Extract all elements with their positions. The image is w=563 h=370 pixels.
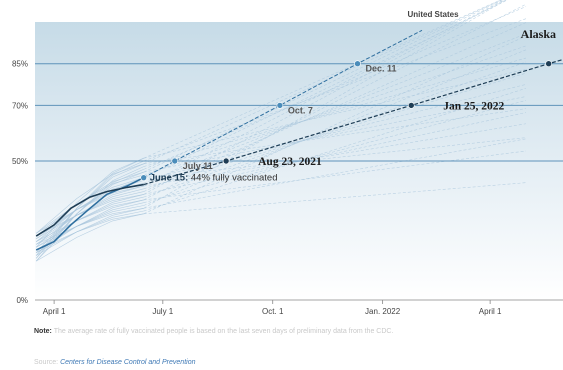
state-line [36,208,144,245]
state-projection-line [143,112,527,195]
state-projection-line [143,72,527,190]
source-label: Source: [34,359,59,366]
alaska-series-label: Alaska [521,27,556,41]
state-projection-line [143,0,508,178]
state-projection-line [143,49,527,206]
state-projection-line [143,61,527,198]
us-actual-line [35,176,145,251]
state-line [36,191,144,240]
alaska-milestone-point [222,157,230,165]
x-tick-label: Oct. 1 [262,307,284,316]
state-projection-line [143,0,506,195]
us-milestone-label: July 11 [183,161,213,171]
state-projection-line [143,108,527,165]
state-projection-line [143,57,527,167]
state-projection-line [143,0,507,209]
state-line [36,188,144,242]
state-projection-line [143,35,527,215]
x-tick-label: April 1 [43,307,66,316]
state-line [36,208,144,256]
state-projection-line [143,84,527,181]
state-line [36,196,144,245]
state-projection-line [143,100,527,203]
note-label: Note: [34,328,52,335]
state-projection-line [143,3,527,201]
state-projection-line [143,6,527,170]
state-projection-line [143,123,527,187]
state-line [35,166,144,262]
state-line [36,213,144,251]
state-line [36,199,144,242]
state-line [35,163,144,253]
alaska-milestone-point [407,102,415,109]
state-line [36,213,144,262]
y-tick-label: 85% [12,60,28,69]
alaska-milestone-label: Jan 25, 2022 [443,100,504,112]
state-line [35,160,144,256]
state-projection-line [143,87,527,212]
source: Source: Centers for Disease Control and … [34,359,195,366]
us-milestone-point [140,174,148,181]
gridlines [35,63,563,162]
state-projection-line [143,182,526,215]
state-line [35,157,144,248]
y-tick-label: 70% [12,101,28,110]
state-projection-line [143,18,527,162]
state-line [36,210,144,253]
x-tick-label: July 1 [152,307,173,316]
x-tick-label: Jan. 2022 [365,307,401,316]
state-line [35,169,144,259]
state-line [36,205,144,248]
source-link[interactable]: Centers for Disease Control and Preventi… [60,359,196,366]
alaska-milestone-point [545,60,552,68]
state-projection-line [143,0,503,173]
alaska-milestone-label: Aug 23, 2021 [258,156,322,168]
state-projection-line [143,137,526,178]
state-line [36,174,144,234]
x-tick-label: April 1 [479,307,502,316]
state-line [36,163,144,234]
us-milestone-label: Oct. 7 [288,105,313,115]
state-projection-line [143,33,527,184]
note-text: The average rate of fully vaccinated peo… [53,328,394,335]
milestone-points [140,60,552,181]
us-projection-line [143,29,423,179]
us-milestone-point [276,102,284,109]
state-projection-line [143,0,505,187]
state-line [35,157,144,259]
alaska-actual-line [35,183,144,237]
us-current-label: June 15: 44% fully vaccinated [150,173,278,184]
us-milestone-point [171,157,179,165]
axes: 0% 50% 70% 85% April 1 July 1 Oct. 1 Jan. 2022 A… [12,60,563,316]
state-line [35,171,144,256]
vaccination-projection-chart: 0% 50% 70% 85% April 1 July 1 Oct. 1 Jan. 2022 A… [12,0,563,316]
state-line [36,194,144,248]
state-projection-line [143,150,527,201]
us-series-label: United States [407,10,459,19]
note: Note: The average rate of fully vaccinat… [34,328,393,335]
y-tick-label: 50% [12,157,28,166]
state-line [36,194,144,237]
us-milestone-label: Dec. 11 [366,64,397,74]
us-milestone-point [354,60,361,68]
labels: June 15: 44% fully vaccinated July 11 Oct.… [150,10,556,184]
y-tick-label: 0% [16,296,28,305]
